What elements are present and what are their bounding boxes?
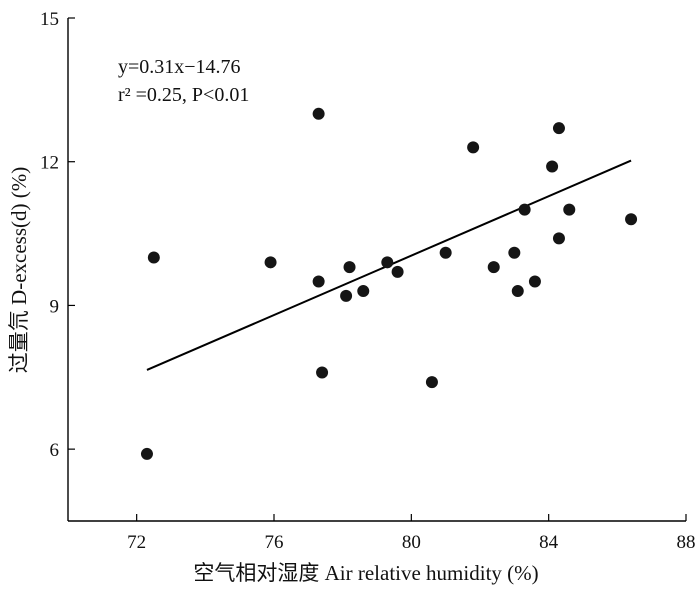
data-point-21 bbox=[552, 122, 565, 135]
data-points bbox=[140, 107, 638, 460]
data-point-22 bbox=[552, 232, 565, 245]
data-point-10 bbox=[381, 256, 394, 269]
x-tick-label-84: 84 bbox=[539, 532, 559, 553]
x-tick-label-88: 88 bbox=[677, 532, 696, 553]
axis-ticks: 72 76 80 84 88 6 9 12 15 bbox=[40, 9, 696, 553]
x-tick-label-80: 80 bbox=[402, 532, 421, 553]
data-point-6 bbox=[316, 366, 329, 379]
data-point-2 bbox=[147, 251, 160, 264]
data-point-13 bbox=[439, 246, 452, 259]
regression-equation: y=0.31x−14.76 bbox=[118, 56, 241, 78]
data-point-9 bbox=[357, 285, 370, 298]
y-tick-label-12: 12 bbox=[40, 153, 59, 174]
y-axis-label: 过量氘 D-excess(d) (%) bbox=[7, 167, 31, 373]
data-point-3 bbox=[264, 256, 277, 269]
y-tick-label-15: 15 bbox=[40, 9, 59, 30]
data-point-15 bbox=[487, 261, 500, 274]
data-point-1 bbox=[140, 447, 153, 460]
data-point-5 bbox=[312, 275, 325, 288]
data-point-8 bbox=[343, 261, 356, 274]
y-tick-label-9: 9 bbox=[50, 296, 60, 317]
data-point-24 bbox=[625, 213, 638, 226]
x-tick-label-76: 76 bbox=[265, 532, 284, 553]
x-tick-label-72: 72 bbox=[127, 532, 146, 553]
regression-stats: r² =0.25, P<0.01 bbox=[118, 84, 249, 106]
data-point-7 bbox=[340, 289, 353, 302]
data-point-20 bbox=[546, 160, 559, 173]
data-point-19 bbox=[528, 275, 541, 288]
data-point-4 bbox=[312, 107, 325, 120]
data-point-17 bbox=[511, 285, 524, 298]
data-point-11 bbox=[391, 265, 404, 278]
y-tick-label-6: 6 bbox=[50, 440, 60, 461]
data-point-12 bbox=[425, 376, 438, 389]
data-point-16 bbox=[508, 246, 521, 259]
data-point-18 bbox=[518, 203, 531, 216]
x-axis-label: 空气相对湿度 Air relative humidity (%) bbox=[193, 561, 538, 585]
plot-area bbox=[67, 18, 686, 522]
data-point-23 bbox=[563, 203, 576, 216]
data-point-14 bbox=[467, 141, 480, 154]
